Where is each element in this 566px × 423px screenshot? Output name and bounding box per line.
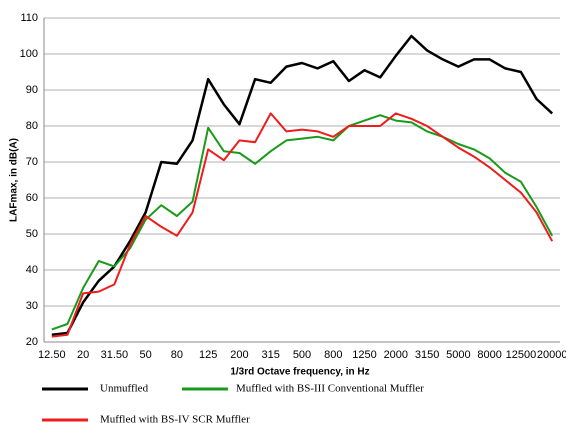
- x-tick-label: 8000: [477, 349, 501, 361]
- data-line: [51, 34, 554, 337]
- x-tick-label: 20: [77, 349, 89, 361]
- legend-label: Muffled with BS-III Conventional Muffler: [236, 383, 424, 395]
- data-line: [51, 112, 554, 338]
- x-tick-label: 20000: [537, 349, 566, 361]
- x-tick-label: 80: [171, 349, 183, 361]
- x-tick-label: 200: [230, 349, 248, 361]
- x-tick-label: 500: [293, 349, 311, 361]
- y-tick-label: 90: [26, 84, 38, 96]
- y-tick-label: 40: [26, 264, 38, 276]
- x-tick-label: 2000: [384, 349, 408, 361]
- data-line: [51, 114, 554, 331]
- x-tick-label: 315: [262, 349, 280, 361]
- y-axis-title: LAFmax, in dB(A): [9, 138, 20, 222]
- y-tick-label: 100: [20, 48, 38, 60]
- x-tick-label: 12500: [506, 349, 537, 361]
- legend-label: Muffled with BS-IV SCR Muffler: [100, 414, 250, 423]
- y-tick-label: 70: [26, 156, 38, 168]
- y-tick-label: 30: [26, 300, 38, 312]
- y-tick-label: 60: [26, 192, 38, 204]
- x-tick-label: 3150: [415, 349, 439, 361]
- legend-label: Unmuffled: [100, 383, 149, 395]
- y-tick-label: 80: [26, 120, 38, 132]
- y-tick-label: 50: [26, 228, 38, 240]
- x-tick-label: 12.50: [38, 349, 66, 361]
- x-tick-label: 1250: [352, 349, 376, 361]
- x-tick-label: 800: [324, 349, 342, 361]
- x-tick-label: 5000: [446, 349, 470, 361]
- x-tick-label: 31.50: [101, 349, 129, 361]
- x-tick-label: 50: [140, 349, 152, 361]
- x-tick-label: 125: [199, 349, 217, 361]
- y-tick-label: 110: [20, 12, 38, 24]
- x-axis-title: 1/3rd Octave frequency, in Hz: [230, 367, 369, 378]
- y-tick-label: 20: [26, 336, 38, 348]
